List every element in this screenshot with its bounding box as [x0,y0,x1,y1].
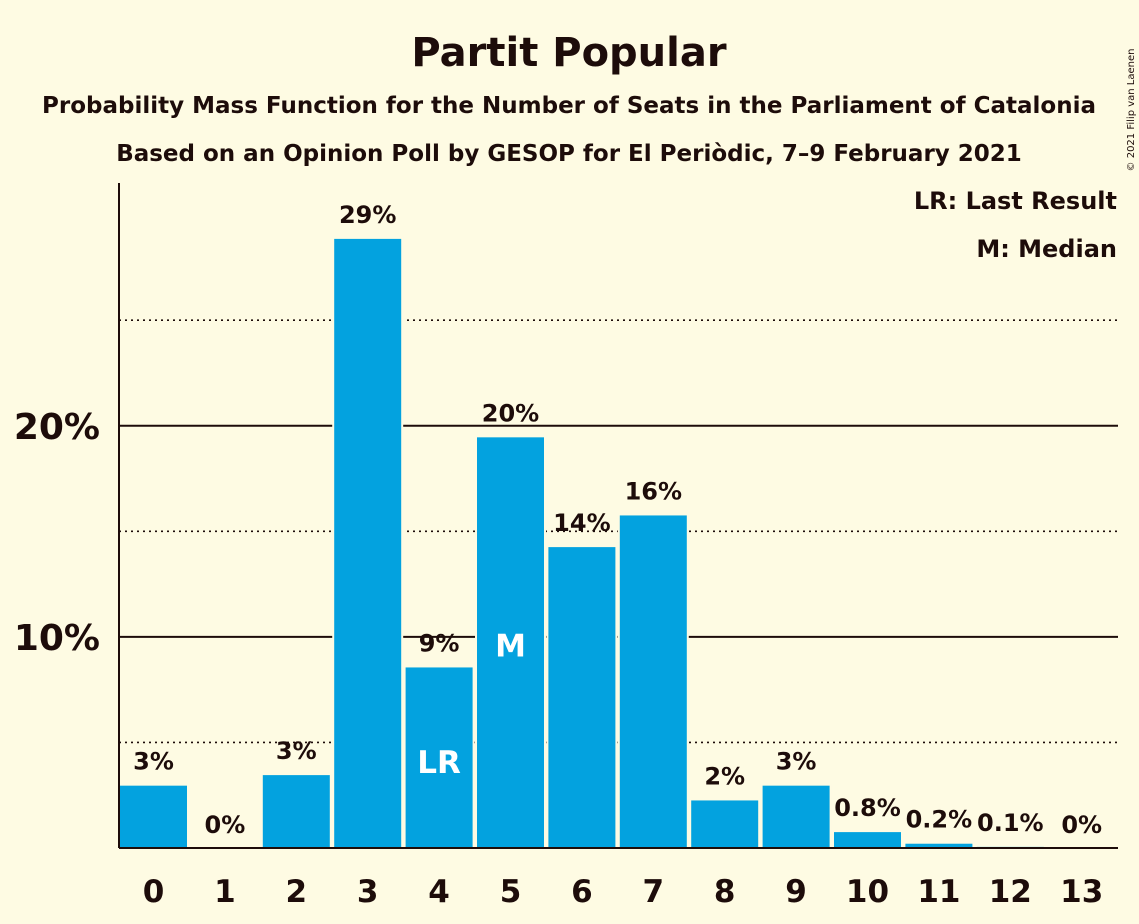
value-label-7: 16% [625,477,682,505]
value-label-11: 0.2% [906,806,973,834]
x-tick-8: 8 [714,874,736,910]
x-tick-12: 12 [989,874,1032,910]
x-tick-3: 3 [357,874,379,910]
bar-6 [546,545,618,849]
legend-median: M: Median [976,235,1117,263]
x-tick-2: 2 [286,874,308,910]
axes [118,183,1118,849]
x-tick-5: 5 [500,874,522,910]
x-tick-11: 11 [917,874,960,910]
bar-marker-lr: LR [417,745,461,781]
x-tick-4: 4 [428,874,450,910]
y-axis-ticks: 10% 20% [14,407,100,659]
chart-subtitle: Probability Mass Function for the Number… [42,93,1096,119]
bar-5 [475,435,546,849]
chart-title: Partit Popular [411,30,726,76]
bar-9 [760,783,832,850]
bar-0 [118,783,189,850]
x-tick-1: 1 [214,874,236,910]
copyright-note: © 2021 Filip van Laenen [1126,49,1137,172]
value-label-10: 0.8% [834,794,901,822]
bars [118,236,1046,850]
value-label-9: 3% [776,748,817,776]
x-tick-6: 6 [571,874,593,910]
bar-10 [832,830,903,849]
bar-3 [332,236,404,849]
bar-marker-m: M [495,628,526,664]
x-axis-ticks: 0 1 2 3 4 5 6 7 8 9 10 11 12 13 [143,874,1104,910]
bar-7 [617,513,689,849]
value-label-13: 0% [1061,811,1102,839]
x-tick-9: 9 [785,874,807,910]
legend-last-result: LR: Last Result [914,187,1117,215]
x-tick-10: 10 [846,874,889,910]
y-tick-10: 10% [14,618,100,659]
value-labels: 3% 0% 3% 29% 9% 20% 14% 16% 2% 3% 0.8% 0.2% 0.1% 0% LR… [133,201,1102,839]
bar-2 [260,773,332,849]
y-tick-20: 20% [14,407,100,448]
value-label-8: 2% [704,762,745,790]
value-label-12: 0.1% [977,809,1044,837]
x-tick-7: 7 [643,874,665,910]
x-tick-0: 0 [143,874,165,910]
chart-subtitle-poll: Based on an Opinion Poll by GESOP for El… [116,141,1022,167]
value-label-5: 20% [482,399,539,427]
value-label-6: 14% [553,509,610,537]
bar-8 [689,798,761,850]
value-label-0: 3% [133,748,174,776]
x-tick-13: 13 [1060,874,1103,910]
value-label-2: 3% [276,737,317,765]
value-label-4: 9% [419,629,460,657]
value-label-3: 29% [339,201,396,229]
bar-4 [403,665,475,850]
value-label-1: 0% [205,811,246,839]
